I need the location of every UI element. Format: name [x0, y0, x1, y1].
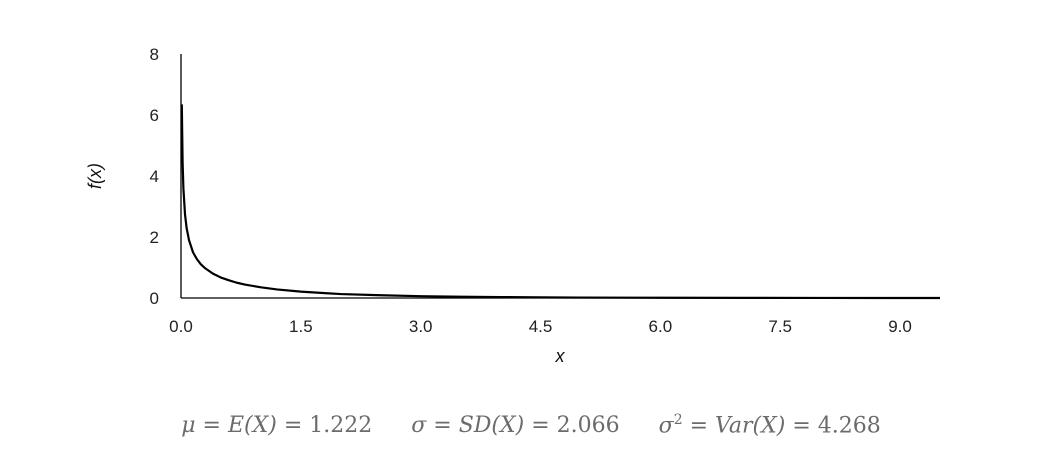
- variance-power: 2: [673, 412, 683, 428]
- variance-stat: σ2 = Var(X) = 4.268: [658, 412, 881, 439]
- x-axis-title: x: [555, 346, 566, 366]
- variance-value: 4.268: [817, 413, 881, 439]
- series-group: [180, 104, 940, 300]
- sd-expression: SD(X): [458, 413, 525, 439]
- sd-value: 2.066: [556, 413, 620, 439]
- x-tick-label: 0.0: [169, 317, 193, 336]
- density-chart: 0 2 4 6 8 0.0 1.5 3.0 4.5 6.0 7.5 9.0 f(x) x: [85, 45, 940, 366]
- y-tick-label: 6: [150, 106, 159, 125]
- y-tick-label: 0: [150, 289, 159, 308]
- x-tick-label: 7.5: [768, 317, 792, 336]
- y-axis-title: f(x): [85, 163, 105, 189]
- y-tick-label: 8: [150, 45, 159, 64]
- y-tick-label: 2: [150, 228, 159, 247]
- x-tick-label: 1.5: [289, 317, 313, 336]
- mean-value: 1.222: [309, 413, 373, 439]
- sd-stat: σ = SD(X) = 2.066: [411, 413, 620, 439]
- x-tick-label: 6.0: [649, 317, 673, 336]
- mean-expression: E(X): [227, 413, 277, 439]
- sd-symbol: σ: [411, 413, 427, 439]
- x-axis: 0.0 1.5 3.0 4.5 6.0 7.5 9.0: [169, 297, 940, 336]
- x-tick-label: 3.0: [409, 317, 433, 336]
- density-curve: [180, 104, 940, 300]
- x-tick-label: 4.5: [529, 317, 553, 336]
- variance-expression: Var(X): [715, 413, 786, 439]
- mean-stat: μ = E(X) = 1.222: [181, 413, 373, 439]
- mean-symbol: μ: [181, 413, 196, 439]
- x-tick-label: 9.0: [888, 317, 912, 336]
- y-tick-label: 4: [150, 167, 159, 186]
- variance-symbol: σ: [658, 413, 674, 439]
- summary-statistics: μ = E(X) = 1.222 σ = SD(X) = 2.066 σ2 = …: [0, 412, 1062, 438]
- y-axis: 0 2 4 6 8: [150, 45, 182, 308]
